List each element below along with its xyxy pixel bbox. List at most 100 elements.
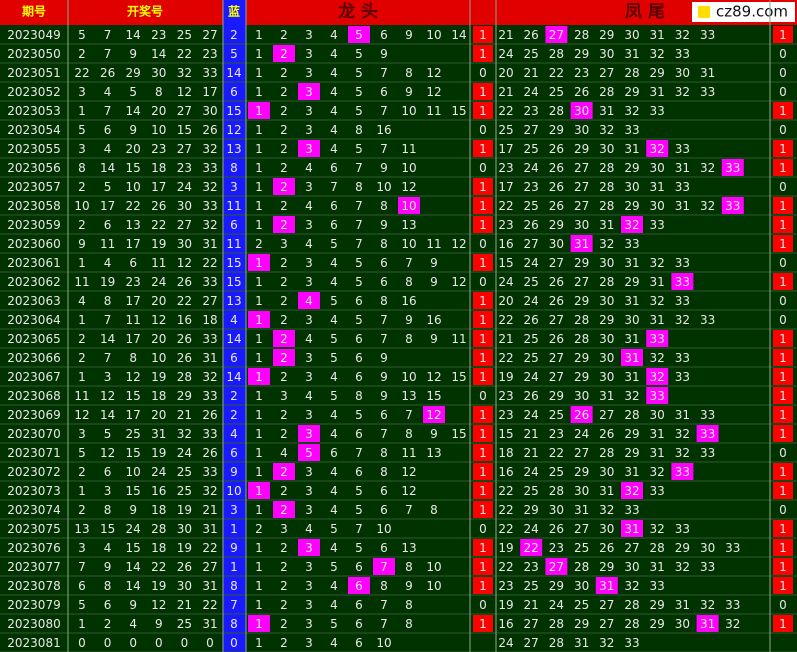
head-flag: 1 bbox=[479, 579, 487, 593]
draw-number: 13 bbox=[74, 522, 89, 536]
hit-cell bbox=[273, 463, 295, 480]
hit-cell bbox=[248, 102, 270, 119]
draw-number: 12 bbox=[100, 389, 115, 403]
tail-number: 23 bbox=[574, 66, 589, 80]
flag-cell bbox=[773, 26, 793, 43]
hit-cell bbox=[646, 330, 669, 347]
draw-number: 18 bbox=[151, 161, 166, 175]
blue-header: 蓝 bbox=[228, 4, 240, 19]
draw-number: 14 bbox=[100, 332, 115, 346]
tail-number: 22 bbox=[498, 351, 513, 365]
head-number: 9 bbox=[430, 256, 438, 270]
draw-number: 19 bbox=[100, 275, 115, 289]
tail-number: 23 bbox=[498, 579, 513, 593]
tail-number: 23 bbox=[524, 180, 539, 194]
draw-number: 15 bbox=[126, 389, 141, 403]
logo-box bbox=[692, 2, 795, 22]
tail-number: 32 bbox=[675, 28, 690, 42]
tail-number: 22 bbox=[498, 522, 513, 536]
draw-number: 24 bbox=[177, 180, 192, 194]
tail-number: 24 bbox=[524, 465, 539, 479]
tail-number: 26 bbox=[549, 199, 564, 213]
hit-cell bbox=[621, 349, 643, 366]
head-number: 1 bbox=[255, 66, 263, 80]
head-number: 3 bbox=[305, 408, 313, 422]
blue-number: 13 bbox=[226, 142, 241, 156]
issue: 2023059 bbox=[7, 218, 60, 232]
draw-number: 3 bbox=[78, 427, 86, 441]
head-number: 10 bbox=[426, 28, 441, 42]
draw-number: 8 bbox=[104, 579, 112, 593]
tail-number: 28 bbox=[574, 28, 589, 42]
head-number: 2 bbox=[280, 47, 288, 61]
tail-number: 16 bbox=[498, 617, 513, 631]
head-number: 3 bbox=[305, 256, 313, 270]
head-number: 1 bbox=[255, 484, 263, 498]
blue-number: 15 bbox=[226, 275, 241, 289]
draw-number: 33 bbox=[202, 427, 217, 441]
head-number: 2 bbox=[280, 123, 288, 137]
tail-number: 27 bbox=[574, 161, 589, 175]
head-number: 10 bbox=[376, 180, 391, 194]
head-number: 2 bbox=[280, 104, 288, 118]
head-flag: 0 bbox=[479, 522, 487, 536]
tail-number: 22 bbox=[498, 199, 513, 213]
tail-number: 31 bbox=[650, 446, 665, 460]
tail-number: 25 bbox=[574, 541, 589, 555]
issue: 2023052 bbox=[7, 85, 60, 99]
head-number: 2 bbox=[280, 427, 288, 441]
draw-number: 9 bbox=[155, 617, 163, 631]
draw-number: 9 bbox=[129, 123, 137, 137]
draw-number: 7 bbox=[104, 47, 112, 61]
issue: 2023066 bbox=[7, 351, 60, 365]
head-number: 4 bbox=[330, 123, 338, 137]
draw-number: 11 bbox=[74, 389, 89, 403]
draw-number: 7 bbox=[104, 104, 112, 118]
flag-cell bbox=[773, 520, 793, 537]
tail-number: 32 bbox=[675, 313, 690, 327]
draw-number: 30 bbox=[177, 237, 192, 251]
tail-number: 33 bbox=[675, 180, 690, 194]
head-number: 1 bbox=[255, 408, 263, 422]
tail-number: 31 bbox=[599, 389, 614, 403]
draw-number: 32 bbox=[202, 218, 217, 232]
tail-number: 28 bbox=[624, 66, 639, 80]
issue: 2023063 bbox=[7, 294, 60, 308]
tail-number: 29 bbox=[574, 142, 589, 156]
head-number: 13 bbox=[401, 541, 416, 555]
hit-cell bbox=[646, 368, 669, 385]
hit-cell bbox=[298, 292, 320, 309]
head-number: 8 bbox=[380, 237, 388, 251]
draw-number: 10 bbox=[126, 180, 141, 194]
head-number: 2 bbox=[280, 370, 288, 384]
tail-number: 30 bbox=[574, 389, 589, 403]
hit-cell bbox=[570, 102, 593, 119]
head-number: 3 bbox=[305, 503, 313, 517]
draw-number: 27 bbox=[177, 104, 192, 118]
hit-cell bbox=[621, 520, 643, 537]
flag-cell bbox=[773, 349, 793, 366]
tail-number: 27 bbox=[549, 560, 564, 574]
draw-number: 1 bbox=[78, 617, 86, 631]
head-number: 7 bbox=[355, 161, 363, 175]
head-number: 9 bbox=[430, 427, 438, 441]
tail-number: 31 bbox=[624, 465, 639, 479]
head-number: 2 bbox=[280, 66, 288, 80]
head-number: 4 bbox=[305, 522, 313, 536]
head-number: 10 bbox=[401, 161, 416, 175]
draw-number: 26 bbox=[177, 351, 192, 365]
tail-number: 21 bbox=[498, 28, 513, 42]
head-number: 8 bbox=[405, 598, 413, 612]
head-number: 1 bbox=[255, 85, 263, 99]
head-number: 11 bbox=[451, 332, 466, 346]
head-number: 8 bbox=[405, 332, 413, 346]
draw-number: 24 bbox=[126, 522, 141, 536]
draw-number: 10 bbox=[151, 351, 166, 365]
tail-number: 31 bbox=[650, 313, 665, 327]
draw-number: 17 bbox=[126, 294, 141, 308]
tail-number: 30 bbox=[599, 351, 614, 365]
tail-number: 27 bbox=[574, 199, 589, 213]
head-number: 12 bbox=[451, 237, 466, 251]
head-number: 4 bbox=[330, 541, 338, 555]
